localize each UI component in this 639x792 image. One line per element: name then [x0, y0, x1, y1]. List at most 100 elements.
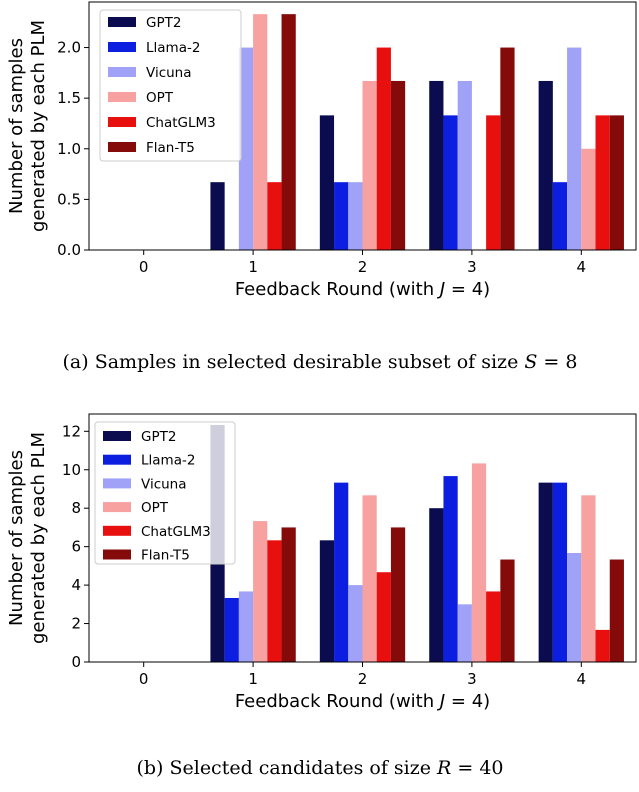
y-tick-label: 1.5: [57, 89, 81, 107]
legend-swatch: [108, 92, 136, 102]
bar-chatglm3-round-1: [267, 540, 282, 662]
x-tick-label: 1: [248, 670, 258, 688]
legend-swatch: [108, 67, 136, 77]
y-tick-label: 2: [71, 615, 81, 633]
bar-llama-2-round-1: [224, 597, 239, 662]
bar-vicuna-round-2: [348, 182, 363, 250]
legend-label: OPT: [146, 90, 174, 106]
x-tick-label: 2: [358, 670, 368, 688]
legend-label: Vicuna: [141, 476, 187, 492]
x-tick-label: 3: [467, 258, 477, 276]
bar-chatglm3-round-3: [486, 591, 501, 662]
bar-gpt2-round-3: [429, 80, 444, 251]
y-tick-label: 0.5: [57, 190, 81, 208]
legend-swatch: [103, 502, 131, 513]
bar-vicuna-round-4: [567, 47, 582, 250]
bar-llama-2-round-4: [552, 482, 568, 662]
y-axis-label: Number of samplesgenerated by each PLM: [6, 432, 49, 644]
y-tick-label: 10: [62, 461, 81, 479]
bar-llama-2-round-2: [334, 182, 349, 250]
bar-vicuna-round-3: [457, 80, 472, 251]
legend: GPT2 Llama-2 Vicuna OPT ChatGLM3 Flan-T5: [99, 9, 242, 162]
bar-chatglm3-round-2: [376, 47, 391, 250]
bar-opt-round-3: [471, 463, 487, 662]
x-tick-label: 4: [577, 258, 587, 276]
bar-gpt2-round-4: [538, 80, 553, 251]
y-axis-label: Number of samplesgenerated by each PLM: [6, 20, 49, 232]
bar-llama-2-round-3: [443, 115, 458, 251]
bar-gpt2-round-3: [429, 508, 444, 662]
caption: (b) Selected candidates of size R = 40: [136, 757, 503, 779]
bar-opt-round-1: [253, 521, 268, 662]
bar-vicuna-round-4: [567, 553, 582, 662]
legend-swatch: [108, 142, 136, 152]
legend-label: Flan-T5: [141, 548, 190, 564]
bar-gpt2-round-2: [319, 540, 335, 662]
bar-opt-round-4: [581, 495, 596, 662]
bar-opt-round-2: [362, 495, 377, 662]
y-tick-label: 2.0: [57, 39, 81, 57]
bar-flan-t5-round-1: [281, 527, 296, 662]
y-tick-label: 12: [62, 422, 81, 440]
bar-flan-t5-round-2: [390, 527, 406, 662]
legend-swatch: [103, 478, 131, 489]
bar-flan-t5-round-4: [609, 115, 624, 251]
y-tick-label: 8: [71, 499, 81, 517]
bar-chatglm3-round-2: [376, 572, 391, 662]
legend-swatch: [103, 525, 131, 536]
legend-label: Flan-T5: [146, 140, 195, 156]
x-tick-label: 0: [139, 670, 149, 688]
x-tick-label: 0: [139, 258, 149, 276]
legend-label: OPT: [141, 500, 169, 516]
caption: (a) Samples in selected desirable subset…: [63, 351, 578, 373]
bar-chatglm3-round-4: [595, 629, 610, 662]
legend-label: Llama-2: [141, 453, 195, 469]
legend-label: GPT2: [146, 15, 181, 31]
legend-swatch: [103, 454, 131, 465]
legend-label: Vicuna: [146, 65, 192, 81]
bar-chatglm3-round-4: [595, 115, 610, 251]
legend-swatch: [108, 117, 136, 127]
x-tick-label: 3: [467, 670, 477, 688]
chart-a: 0.0 0.5 1.0 1.5 2.0 0 1 2 3 4 Feedback Round (with…: [6, 1, 637, 373]
x-tick-label: 4: [577, 670, 587, 688]
bar-flan-t5-round-3: [500, 47, 515, 250]
bar-llama-2-round-2: [334, 482, 349, 662]
bar-gpt2-round-2: [319, 115, 335, 251]
bar-flan-t5-round-1: [281, 14, 296, 251]
y-tick-label: 1.0: [57, 140, 81, 158]
y-tick-label: 6: [71, 538, 81, 556]
y-tick-label: 0: [71, 653, 81, 671]
bar-opt-round-1: [253, 14, 268, 251]
bar-vicuna-round-3: [457, 604, 472, 662]
x-axis-label: Feedback Round (with J = 4): [235, 279, 490, 300]
bar-opt-round-4: [581, 148, 596, 250]
legend-box: [99, 9, 242, 162]
bar-vicuna-round-2: [348, 585, 363, 662]
bar-vicuna-round-1: [238, 591, 254, 662]
bar-vicuna-round-1: [238, 47, 254, 250]
bar-chatglm3-round-1: [267, 182, 282, 250]
legend-label: ChatGLM3: [146, 115, 216, 131]
x-tick-label: 2: [358, 258, 368, 276]
y-tick-label: 0.0: [57, 241, 81, 259]
bar-gpt2-round-4: [538, 482, 553, 662]
legend-swatch: [108, 17, 136, 27]
bar-opt-round-2: [362, 80, 377, 251]
bar-llama-2-round-3: [443, 476, 458, 662]
legend-label: GPT2: [141, 429, 176, 445]
y-tick-label: 4: [71, 576, 81, 594]
bar-gpt2-round-1: [210, 182, 225, 250]
x-axis-label: Feedback Round (with J = 4): [235, 691, 490, 712]
bar-llama-2-round-4: [552, 182, 568, 250]
bar-chatglm3-round-3: [486, 115, 501, 251]
legend: GPT2 Llama-2 Vicuna OPT ChatGLM3 Flan-T5: [94, 421, 236, 565]
legend-label: ChatGLM3: [141, 524, 211, 540]
legend-swatch: [108, 42, 136, 52]
bar-flan-t5-round-3: [500, 559, 515, 662]
legend-swatch: [103, 549, 131, 560]
x-tick-label: 1: [248, 258, 258, 276]
bar-flan-t5-round-2: [390, 80, 406, 251]
